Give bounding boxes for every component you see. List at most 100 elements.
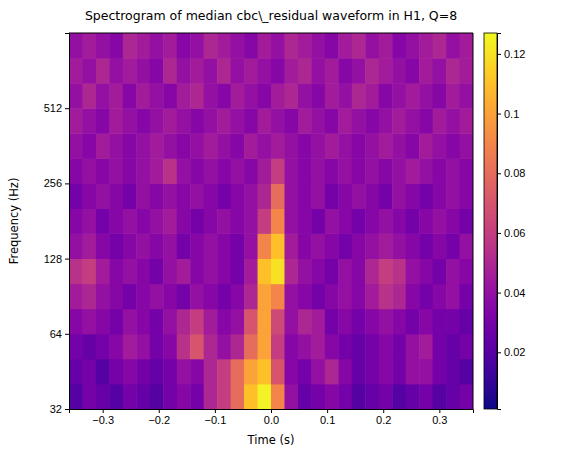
- cell: [244, 183, 258, 209]
- cell: [190, 83, 204, 109]
- cell: [96, 334, 110, 359]
- cell: [325, 108, 339, 134]
- cell: [69, 258, 83, 284]
- cell: [244, 133, 258, 159]
- cell: [150, 33, 164, 59]
- cell: [460, 183, 473, 209]
- y-tick-mark: [65, 108, 69, 109]
- cell: [163, 33, 177, 59]
- cell: [419, 359, 433, 385]
- cell: [338, 158, 352, 184]
- cell: [392, 108, 406, 134]
- cell: [433, 384, 447, 409]
- cell: [258, 284, 272, 310]
- cell: [204, 359, 218, 385]
- cell: [311, 83, 325, 109]
- x-tick-label: 0.1: [320, 414, 335, 426]
- cell: [379, 133, 393, 159]
- cell: [231, 183, 245, 209]
- colorbar-axis-line: [498, 34, 502, 410]
- cell: [406, 359, 420, 385]
- cell: [433, 334, 447, 359]
- cell: [96, 284, 110, 310]
- cell: [352, 108, 366, 134]
- cell: [217, 183, 231, 209]
- cell: [244, 233, 258, 259]
- cell: [271, 309, 285, 335]
- cell: [190, 33, 204, 59]
- cell: [433, 58, 447, 84]
- cell: [163, 233, 177, 259]
- cell: [231, 133, 245, 159]
- cell: [109, 258, 123, 284]
- cell: [82, 83, 96, 109]
- cell: [177, 359, 191, 385]
- colorbar-tick-label: 0.04: [504, 287, 525, 299]
- colorbar-tick-mark: [497, 54, 501, 55]
- cell: [136, 208, 150, 233]
- cell: [271, 133, 285, 159]
- cell: [69, 284, 83, 310]
- cell: [150, 108, 164, 134]
- cell: [460, 208, 473, 233]
- cell: [96, 384, 110, 409]
- x-tick-mark: [159, 409, 160, 413]
- cell: [338, 334, 352, 359]
- cell: [82, 108, 96, 134]
- cell: [163, 83, 177, 109]
- cell: [338, 284, 352, 310]
- cell: [96, 258, 110, 284]
- cell: [284, 258, 298, 284]
- cell: [163, 284, 177, 310]
- cell: [163, 359, 177, 385]
- cell: [136, 33, 150, 59]
- x-tick: 0.3: [432, 409, 447, 426]
- cell: [204, 258, 218, 284]
- cell: [136, 58, 150, 84]
- cell: [258, 233, 272, 259]
- x-tick: −0.2: [148, 409, 170, 426]
- x-tick-mark: [383, 409, 384, 413]
- cell: [217, 158, 231, 184]
- cell: [338, 133, 352, 159]
- cell: [406, 33, 420, 59]
- cell: [433, 309, 447, 335]
- cell: [69, 208, 83, 233]
- cell: [311, 334, 325, 359]
- cell: [298, 158, 312, 184]
- cell: [217, 233, 231, 259]
- cell: [406, 108, 420, 134]
- cell: [365, 258, 379, 284]
- cell: [231, 359, 245, 385]
- cell: [231, 158, 245, 184]
- colorbar-tick-label: 0.02: [504, 346, 525, 358]
- cell: [338, 183, 352, 209]
- colorbar-tick-label: 0.06: [504, 227, 525, 239]
- cell: [379, 58, 393, 84]
- cell: [298, 83, 312, 109]
- cell: [365, 183, 379, 209]
- cell: [82, 334, 96, 359]
- cell: [69, 133, 83, 159]
- cell: [446, 33, 460, 59]
- cell: [446, 334, 460, 359]
- cell: [109, 83, 123, 109]
- cell: [217, 33, 231, 59]
- x-tick: 0.2: [376, 409, 391, 426]
- colorbar-tick-mark: [497, 233, 501, 234]
- cell: [109, 208, 123, 233]
- cell: [96, 359, 110, 385]
- cell: [352, 183, 366, 209]
- cell: [150, 359, 164, 385]
- cell: [379, 158, 393, 184]
- cell: [123, 58, 137, 84]
- cell: [433, 258, 447, 284]
- cell: [325, 33, 339, 59]
- cell: [82, 33, 96, 59]
- cell: [177, 133, 191, 159]
- cell: [96, 183, 110, 209]
- cell: [284, 33, 298, 59]
- cell: [284, 58, 298, 84]
- cell: [419, 183, 433, 209]
- cell: [325, 183, 339, 209]
